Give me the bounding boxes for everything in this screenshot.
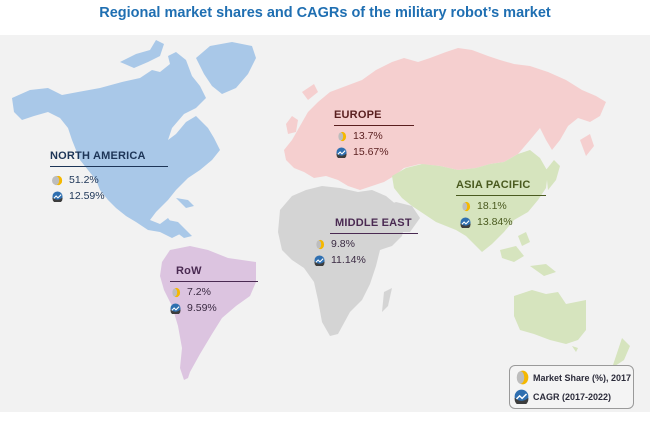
cagr-icon: [170, 302, 181, 314]
market-share-row: 9.8%: [314, 236, 366, 252]
region-label-europe: EUROPE: [334, 109, 414, 126]
region-middle-east-shape: [278, 186, 420, 336]
legend-market-share-label: Market Share (%), 2017: [533, 372, 632, 383]
market-share-value: 51.2%: [69, 174, 99, 186]
region-asia-pacific-shape: [392, 150, 630, 368]
market-share-icon: [52, 175, 63, 185]
cagr-value: 12.59%: [69, 190, 105, 202]
cagr-value: 13.84%: [477, 216, 513, 228]
half-moon-pie-icon: [516, 370, 529, 385]
callout-north-america: NORTH AMERICA 51.2% 12.59%: [50, 150, 168, 204]
cagr-icon: [460, 216, 471, 228]
cagr-value: 9.59%: [187, 302, 217, 314]
region-europe-shape: [284, 48, 606, 190]
market-share-row: 18.1%: [460, 198, 546, 214]
legend-cagr-label: CAGR (2017-2022): [533, 391, 612, 402]
cagr-icon: [336, 146, 347, 158]
market-share-row: 13.7%: [336, 128, 414, 144]
market-share-value: 9.8%: [331, 238, 355, 250]
cagr-row: 13.84%: [460, 214, 546, 230]
region-label-asia-pacific: ASIA PACIFIC: [456, 179, 546, 196]
legend-market-share: Market Share (%), 2017: [514, 368, 633, 387]
market-share-icon: [462, 201, 471, 211]
cagr-row: 11.14%: [314, 252, 366, 268]
region-label-middle-east: MIDDLE EAST: [330, 217, 418, 234]
cagr-row: 9.59%: [170, 300, 217, 316]
callout-row-values: 7.2% 9.59%: [168, 284, 217, 316]
callout-row: RoW: [170, 265, 258, 282]
cagr-row: 12.59%: [52, 188, 168, 204]
market-share-icon: [316, 239, 325, 249]
market-share-icon: [338, 131, 347, 141]
cagr-icon: [52, 190, 63, 202]
growth-trend-icon: [514, 389, 529, 404]
market-share-value: 13.7%: [353, 130, 383, 142]
region-label-north-america: NORTH AMERICA: [50, 150, 168, 167]
region-label-row: RoW: [170, 265, 258, 282]
region-north-america-shape: [12, 40, 256, 238]
chart-title: Regional market shares and CAGRs of the …: [99, 5, 551, 21]
region-row-shape: [160, 246, 256, 380]
callout-asia-pacific: ASIA PACIFIC 18.1% 13.84%: [456, 179, 546, 230]
market-share-value: 18.1%: [477, 200, 507, 212]
cagr-row: 15.67%: [336, 144, 414, 160]
market-share-row: 7.2%: [170, 284, 217, 300]
callout-europe: EUROPE 13.7% 15.67%: [334, 109, 414, 160]
legend: Market Share (%), 2017 CAGR (2017-2022): [509, 365, 634, 409]
callout-middle-east-values: 9.8% 11.14%: [312, 236, 366, 268]
cagr-value: 11.14%: [331, 254, 366, 266]
market-share-value: 7.2%: [187, 286, 211, 298]
market-share-row: 51.2%: [52, 172, 168, 188]
callout-middle-east: MIDDLE EAST: [330, 217, 418, 234]
market-share-icon: [172, 287, 181, 297]
cagr-value: 15.67%: [353, 146, 389, 158]
cagr-icon: [314, 254, 325, 266]
legend-cagr: CAGR (2017-2022): [514, 387, 633, 406]
